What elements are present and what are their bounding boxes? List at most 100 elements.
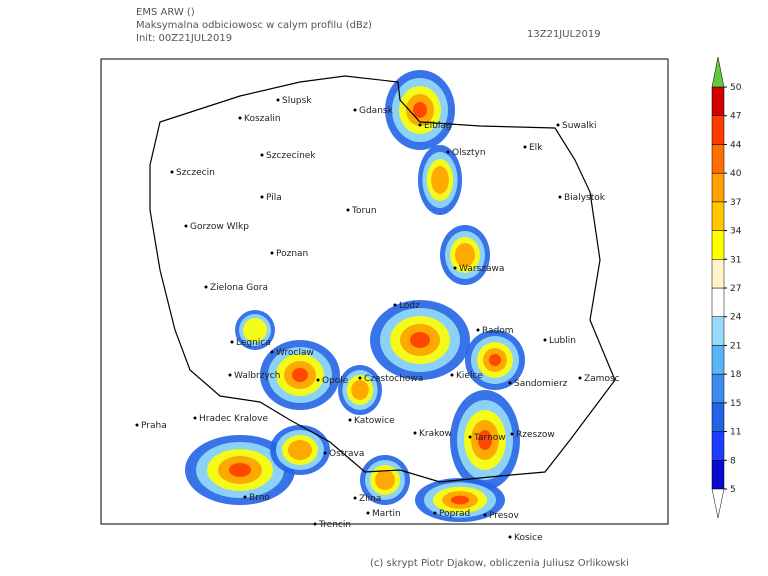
city-dot xyxy=(243,495,247,499)
city-dot xyxy=(316,378,320,382)
colorbar-label: 8 xyxy=(730,456,736,466)
city-label: Kielce xyxy=(456,371,483,381)
city-label: Gdansk xyxy=(359,106,394,116)
colorbar-label: 34 xyxy=(730,227,742,237)
colorbar-label: 37 xyxy=(730,198,741,208)
reflectivity-field xyxy=(185,70,525,522)
city-dot xyxy=(483,513,487,517)
colorbar-label: 27 xyxy=(730,284,741,294)
echo-cell xyxy=(351,380,369,400)
city-dot xyxy=(353,496,357,500)
city-label: Szczecinek xyxy=(266,151,316,161)
city-dot xyxy=(510,432,514,436)
city-dot xyxy=(170,170,174,174)
colorbar-segment xyxy=(711,345,725,375)
colorbar-segment xyxy=(711,144,725,174)
city-label: Praha xyxy=(141,421,167,431)
city-dot xyxy=(413,431,417,435)
city-dot xyxy=(578,376,582,380)
city-label: Kosice xyxy=(514,533,543,543)
city-label: Legnica xyxy=(236,338,271,348)
echo-cell xyxy=(375,470,395,490)
city-dot xyxy=(523,145,527,149)
city-dot xyxy=(270,251,274,255)
echo-cell xyxy=(455,243,475,267)
city-label: Elblag xyxy=(424,121,452,131)
colorbar-segment xyxy=(711,259,725,289)
city-dot xyxy=(323,451,327,455)
colorbar-over xyxy=(711,56,725,88)
city-dot xyxy=(204,285,208,289)
city-dot xyxy=(433,511,437,515)
city-dot xyxy=(276,98,280,102)
echo-cell xyxy=(410,332,430,348)
city-dot xyxy=(260,153,264,157)
city-dot xyxy=(508,535,512,539)
city-dot xyxy=(228,373,232,377)
city-dot xyxy=(313,522,317,526)
echo-cell xyxy=(292,368,308,382)
colorbar-label: 44 xyxy=(730,140,742,150)
city-label: Martin xyxy=(372,509,401,519)
city-label: Poznan xyxy=(276,249,308,259)
city-dot xyxy=(508,381,512,385)
city-label: Elk xyxy=(529,143,543,153)
city-dot xyxy=(446,150,450,154)
city-label: Rzeszow xyxy=(516,430,555,440)
city-label: Suwalki xyxy=(562,121,597,131)
colorbar-label: 18 xyxy=(730,370,742,380)
city-label: Olsztyn xyxy=(452,148,486,158)
colorbar-segment xyxy=(711,172,725,203)
colorbar-label: 24 xyxy=(730,313,742,323)
city-dot xyxy=(558,195,562,199)
colorbar-label: 31 xyxy=(730,255,741,265)
city-label: Lublin xyxy=(549,336,576,346)
echo-cell xyxy=(413,102,427,118)
city-label: Tarnow xyxy=(473,433,506,443)
city-label: Brno xyxy=(249,493,270,503)
footer-credit: (c) skrypt Piotr Djakow, obliczenia Juli… xyxy=(370,558,629,569)
city-label: Presov xyxy=(489,511,520,521)
colorbar-segment xyxy=(711,460,725,490)
colorbar-label: 11 xyxy=(730,428,741,438)
city-dot xyxy=(230,340,234,344)
city-label: Sandomierz xyxy=(514,379,568,389)
city-dot xyxy=(358,376,362,380)
city-dot xyxy=(346,208,350,212)
city-label: Radom xyxy=(482,326,514,336)
colorbar-label: 21 xyxy=(730,341,741,351)
colorbar-label: 47 xyxy=(730,112,741,122)
city-dot xyxy=(450,373,454,377)
city-dot xyxy=(468,435,472,439)
city-dot xyxy=(238,116,242,120)
colorbar-segment xyxy=(711,230,725,260)
echo-cell xyxy=(243,318,267,342)
country-border xyxy=(149,75,616,483)
colorbar-segment xyxy=(711,115,725,145)
city-label: Slupsk xyxy=(282,96,312,106)
colorbar-label: 50 xyxy=(730,83,742,93)
city-dot xyxy=(418,123,422,127)
city-label: Walbrzych xyxy=(234,371,280,381)
echo-cell xyxy=(288,440,312,460)
city-dot xyxy=(453,266,457,270)
colorbar-under xyxy=(711,488,725,519)
echo-cell xyxy=(229,463,251,477)
map-title: Maksymalna odbiciowosc w calym profilu (… xyxy=(136,20,372,31)
city-label: Opole xyxy=(322,376,349,386)
city-label: Krakow xyxy=(419,429,452,439)
city-label: Zlina xyxy=(359,494,381,504)
colorbar-segment xyxy=(711,201,725,231)
valid-time: 13Z21JUL2019 xyxy=(527,29,601,40)
city-dot xyxy=(184,224,188,228)
echo-cell xyxy=(431,166,449,194)
colorbar-segment xyxy=(711,402,725,432)
city-label: Hradec Kralove xyxy=(199,414,268,424)
city-dot xyxy=(260,195,264,199)
city-dot xyxy=(270,350,274,354)
city-label: Torun xyxy=(351,206,377,216)
city-label: Gorzow Wlkp xyxy=(190,222,249,232)
colorbar-segment xyxy=(711,373,725,404)
city-dot xyxy=(366,511,370,515)
